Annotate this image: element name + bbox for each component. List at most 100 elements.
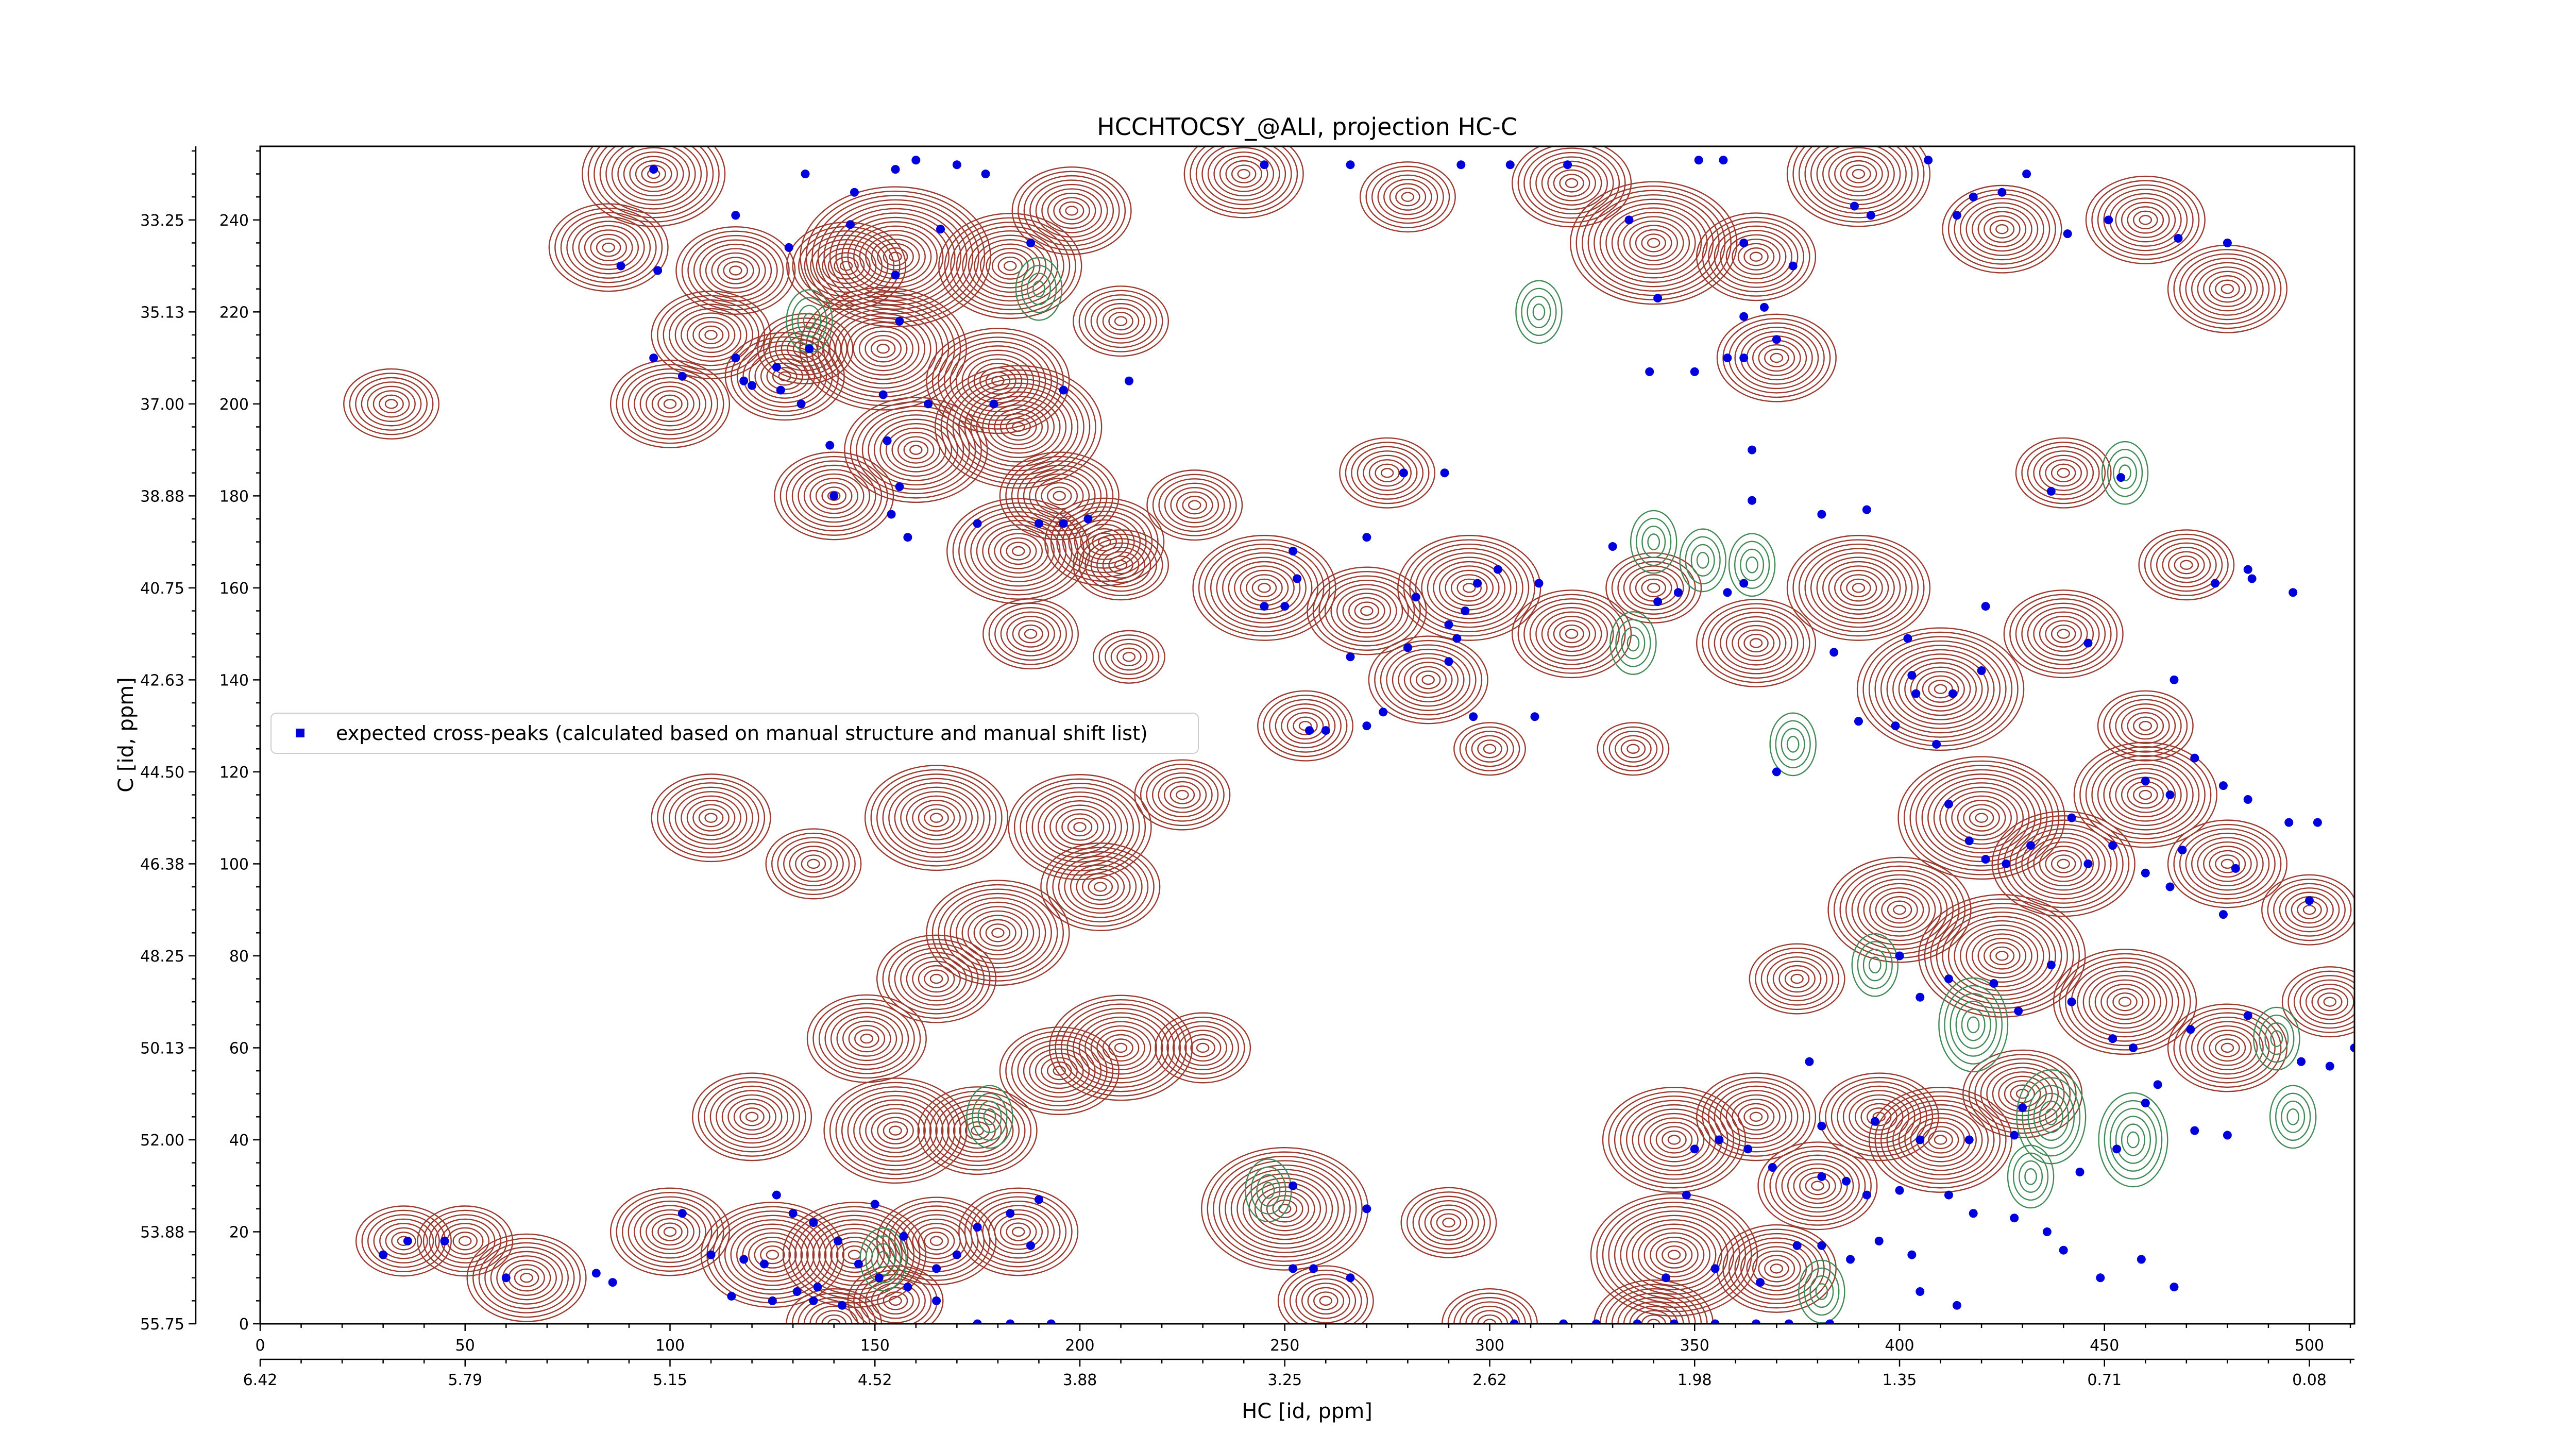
contour-line <box>938 888 1058 978</box>
contour-line <box>1011 166 1132 255</box>
contour-line <box>736 341 833 412</box>
contour-line <box>2180 560 2193 570</box>
cross-peak-marker <box>2128 1043 2138 1052</box>
x-ppm-tick-label: 5.15 <box>653 1371 687 1389</box>
contour-line <box>1375 463 1400 482</box>
contour-line <box>1868 636 2013 743</box>
contour-line <box>1114 316 1128 326</box>
cross-peak-marker <box>1932 739 1941 749</box>
contour-line <box>1638 1113 1710 1167</box>
cross-peak-marker <box>809 1296 818 1305</box>
contour-line <box>964 1121 990 1140</box>
y-tick-label: 60 <box>229 1039 249 1057</box>
cross-peak-marker <box>1969 1209 1978 1218</box>
cross-peak-marker <box>731 211 740 220</box>
contour-line <box>2197 1025 2258 1071</box>
contour-line <box>1632 1223 1717 1286</box>
contour-cluster <box>917 1086 1038 1175</box>
contour-cluster <box>1339 437 1436 509</box>
cross-peak-marker <box>1768 1163 1777 1172</box>
contour-line <box>2185 1016 2270 1080</box>
contour-cluster <box>2167 244 2287 333</box>
contour-line <box>1134 759 1231 831</box>
negative-contour-line <box>2127 1131 2140 1149</box>
contour-line <box>1752 1250 1801 1287</box>
contour-line <box>2109 699 2182 753</box>
contour-cluster <box>1093 630 1165 684</box>
contour-line <box>745 1111 759 1122</box>
contour-line <box>2179 1012 2276 1084</box>
contour-line <box>1772 961 1822 997</box>
negative-contour-line <box>1955 1001 1991 1049</box>
contour-line <box>742 1232 803 1277</box>
contour-line <box>628 1200 713 1263</box>
negative-contour-cluster <box>2101 441 2149 505</box>
contour-line <box>815 1310 853 1324</box>
negative-contour-line <box>1521 288 1557 336</box>
contour-line <box>829 208 962 306</box>
cross-peak-marker <box>1534 579 1544 588</box>
contour-line <box>698 808 724 828</box>
contour-line <box>777 837 850 891</box>
contour-line <box>1459 726 1520 771</box>
contour-line <box>994 533 1043 569</box>
contour-line <box>1623 1301 1684 1324</box>
contour-line <box>883 1291 908 1310</box>
contour-line <box>1409 543 1530 632</box>
contour-line <box>906 956 967 1002</box>
cross-peak-marker <box>1473 579 1482 588</box>
contour-line <box>1541 160 1602 206</box>
contour-line <box>2323 997 2337 1007</box>
contour-line <box>1615 735 1652 763</box>
contour-line <box>429 1214 502 1268</box>
contour-line <box>2197 841 2258 887</box>
contour-line <box>1716 313 1837 402</box>
contour-line <box>1749 1111 1763 1122</box>
cross-peak-marker <box>1891 721 1900 731</box>
cross-peak-marker <box>1748 496 1757 505</box>
contour-line <box>1869 887 1930 933</box>
contour-line <box>1886 649 1995 729</box>
contour-line <box>739 1107 765 1126</box>
contour-line <box>1874 640 2007 738</box>
contour-line <box>889 251 902 262</box>
contour-line <box>973 915 1023 951</box>
cross-peak-marker <box>1006 1319 1015 1324</box>
contour-line <box>999 537 1037 565</box>
contour-line <box>1471 1310 1509 1324</box>
negative-contour-line <box>1636 517 1672 566</box>
contour-line <box>2050 463 2076 482</box>
contour-line <box>1140 763 1225 827</box>
negative-contour-line <box>1961 1008 1986 1041</box>
contour-line <box>1643 1117 1705 1162</box>
contour-line <box>1722 1228 1831 1309</box>
contour-line <box>1076 868 1125 905</box>
contour-line <box>2281 966 2354 1038</box>
contour-line <box>1655 1126 1693 1154</box>
contour-line <box>1011 422 1025 432</box>
y-ppm-tick-label: 44.50 <box>140 764 184 782</box>
contour-line <box>639 381 701 427</box>
contour-line <box>1947 916 2056 996</box>
contour-line <box>1445 569 1494 606</box>
negative-contour-line <box>983 1108 996 1125</box>
contour-cluster <box>847 1265 944 1324</box>
contour-line <box>853 326 914 372</box>
contour-line <box>1629 1305 1679 1324</box>
cross-peak-marker <box>1673 588 1683 597</box>
negative-contour-line <box>1786 735 1800 753</box>
negative-contour-cluster <box>1938 977 2009 1073</box>
cross-peak-marker <box>1026 238 1036 247</box>
contour-line <box>733 1103 771 1131</box>
contour-line <box>1365 165 1450 228</box>
y-ppm-tick-label: 55.75 <box>140 1316 184 1334</box>
contour-line <box>1934 1135 1947 1145</box>
contour-line <box>2053 949 2197 1055</box>
cross-peak-marker <box>2297 1057 2306 1066</box>
contour-line <box>2261 874 2354 946</box>
cross-peak-marker <box>1411 593 1420 602</box>
contour-line <box>877 243 914 271</box>
negative-contour-line <box>2012 1152 2049 1201</box>
negative-contour-line <box>2269 1085 2317 1149</box>
contour-line <box>882 778 991 858</box>
